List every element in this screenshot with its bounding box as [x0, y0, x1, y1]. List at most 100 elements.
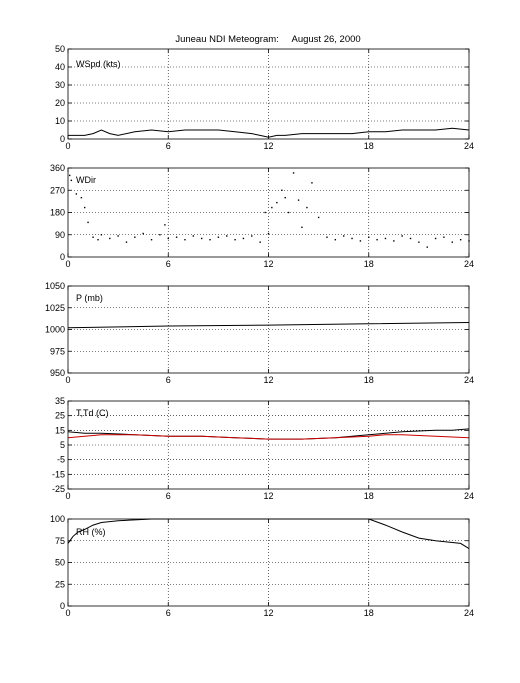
x-tick-label: 24	[464, 375, 474, 385]
data-point	[271, 206, 273, 209]
data-point	[443, 236, 445, 238]
data-point	[192, 235, 195, 237]
data-point	[281, 189, 283, 191]
data-point	[376, 238, 378, 241]
data-point	[134, 236, 136, 238]
data-point	[92, 236, 94, 238]
x-tick-label: 6	[166, 491, 171, 501]
data-point	[459, 238, 462, 241]
data-point	[87, 221, 89, 224]
y-tick-label: 50	[55, 44, 65, 54]
y-tick-label: 270	[50, 185, 65, 195]
y-tick-label: 5	[60, 440, 65, 450]
panel-2: 0 6 12 18 24 0 90 180 270 360 WDir	[50, 163, 474, 269]
y-tick-label: 25	[55, 411, 65, 421]
data-point	[287, 211, 290, 214]
y-tick-label: 0	[60, 134, 65, 144]
y-tick-label: 1000	[45, 325, 65, 335]
data-point	[184, 238, 186, 241]
y-tick-label: -5	[57, 455, 65, 465]
data-point	[326, 236, 328, 238]
data-point	[297, 199, 300, 201]
data-point	[426, 246, 428, 248]
panel-label: WDir	[76, 175, 96, 185]
x-tick-label: 0	[65, 141, 70, 151]
y-tick-label: 30	[55, 80, 65, 90]
data-point	[264, 211, 266, 214]
x-tick-label: 18	[364, 375, 374, 385]
data-point	[80, 196, 83, 199]
panel-label: RH (%)	[76, 527, 106, 537]
y-tick-label: 950	[50, 368, 65, 378]
x-tick-label: 18	[364, 259, 374, 269]
panel-5: 0 6 12 18 24 0 25 50 75 100 RH (%)	[50, 514, 474, 618]
data-point	[234, 238, 236, 241]
data-point	[306, 206, 308, 209]
data-point	[311, 182, 313, 184]
data-point	[97, 238, 99, 241]
panel-4: 0 6 12 18 24 -25 -15 -5 5 15 25 35 T,Td (C)	[52, 396, 474, 501]
series-line-2	[67, 434, 470, 440]
y-tick-label: 40	[55, 62, 65, 72]
x-tick-label: 6	[166, 259, 171, 269]
panel-label: WSpd (kts)	[76, 59, 121, 69]
panel-label: T,Td (C)	[76, 408, 109, 418]
y-tick-label: -15	[52, 469, 65, 479]
data-point	[267, 232, 270, 235]
x-tick-label: 24	[464, 491, 474, 501]
y-tick-label: -25	[52, 484, 65, 494]
y-tick-label: 90	[55, 230, 65, 240]
data-point	[359, 240, 362, 242]
x-tick-label: 12	[263, 141, 273, 151]
series-line-1	[67, 518, 470, 550]
data-point	[142, 232, 144, 235]
y-tick-label: 35	[55, 396, 65, 406]
data-point	[167, 237, 169, 240]
y-tick-label: 0	[60, 601, 65, 611]
x-tick-label: 6	[166, 608, 171, 618]
series-line-1	[68, 127, 470, 138]
data-point	[84, 206, 86, 209]
x-tick-label: 12	[263, 608, 273, 618]
panel-3: 0 6 12 18 24 950 975 1000 1025 1050 P (mb)	[45, 281, 474, 385]
data-point	[217, 236, 220, 238]
x-tick-label: 0	[65, 491, 70, 501]
x-tick-label: 0	[65, 608, 70, 618]
y-tick-label: 75	[55, 536, 65, 546]
x-tick-label: 24	[464, 608, 474, 618]
data-point	[75, 193, 78, 195]
data-point	[301, 226, 303, 229]
data-point	[209, 238, 211, 241]
data-point	[351, 237, 353, 240]
x-tick-label: 6	[166, 141, 171, 151]
data-point	[334, 238, 337, 241]
x-tick-label: 0	[65, 375, 70, 385]
data-point	[164, 224, 166, 226]
y-tick-label: 25	[55, 579, 65, 589]
data-point	[125, 241, 128, 243]
y-tick-label: 50	[55, 558, 65, 568]
data-point	[401, 235, 403, 237]
series-line-1	[67, 322, 470, 329]
x-tick-label: 24	[464, 259, 474, 269]
data-point	[451, 241, 453, 243]
y-tick-label: 360	[50, 163, 65, 173]
x-tick-label: 12	[263, 375, 273, 385]
y-tick-label: 0	[60, 252, 65, 262]
y-tick-label: 975	[50, 346, 65, 356]
data-point	[342, 235, 345, 237]
y-tick-label: 15	[55, 425, 65, 435]
x-tick-label: 0	[65, 259, 70, 269]
y-tick-label: 1050	[45, 281, 65, 291]
y-tick-label: 180	[50, 208, 65, 218]
data-point	[393, 240, 395, 242]
data-point	[384, 237, 387, 240]
y-tick-label: 10	[55, 116, 65, 126]
data-point	[368, 236, 370, 238]
x-tick-label: 18	[364, 608, 374, 618]
data-point	[150, 238, 153, 241]
data-point	[434, 237, 437, 240]
data-point	[200, 237, 203, 240]
data-point	[418, 241, 420, 243]
